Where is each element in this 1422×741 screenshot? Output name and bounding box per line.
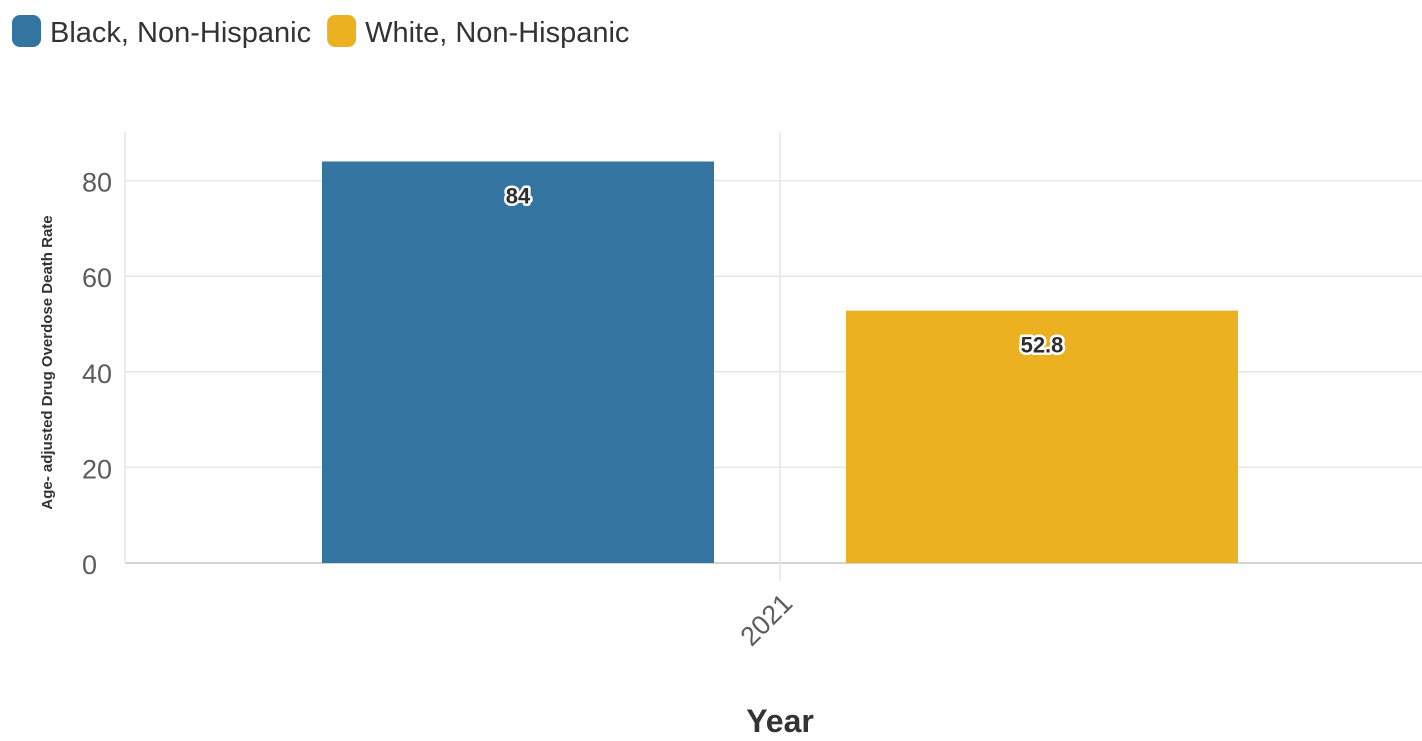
y-tick-label: 0 (82, 550, 97, 580)
x-axis-title: Year (746, 703, 814, 736)
bars (322, 161, 1238, 564)
y-tick-label: 40 (82, 359, 112, 389)
data-label: 52.8 (1021, 333, 1064, 358)
y-tick-label: 80 (82, 168, 112, 198)
y-tick-label: 60 (82, 263, 112, 293)
legend-item[interactable]: White, Non-Hispanic (327, 15, 629, 49)
legend-swatch (327, 15, 357, 47)
legend: Black, Non-Hispanic White, Non-Hispanic (12, 15, 629, 49)
legend-swatch (12, 15, 41, 47)
bar-black-non-hispanic (322, 161, 714, 564)
legend-label: White, Non-Hispanic (365, 17, 629, 49)
axes: 0 20 40 60 80 2021 Year Age- adjusted Drug Over… (39, 168, 814, 739)
y-tick-label: 20 (82, 454, 112, 484)
data-label: 84 (506, 183, 531, 208)
x-tick-label: 2021 (735, 588, 799, 652)
legend-label: Black, Non-Hispanic (50, 17, 311, 49)
legend-item[interactable]: Black, Non-Hispanic (12, 15, 311, 49)
y-axis-title: Age- adjusted Drug Overdose Death Rate (39, 215, 56, 509)
bar-white-non-hispanic (846, 310, 1238, 563)
data-labels: 84 52.8 (503, 181, 1066, 360)
